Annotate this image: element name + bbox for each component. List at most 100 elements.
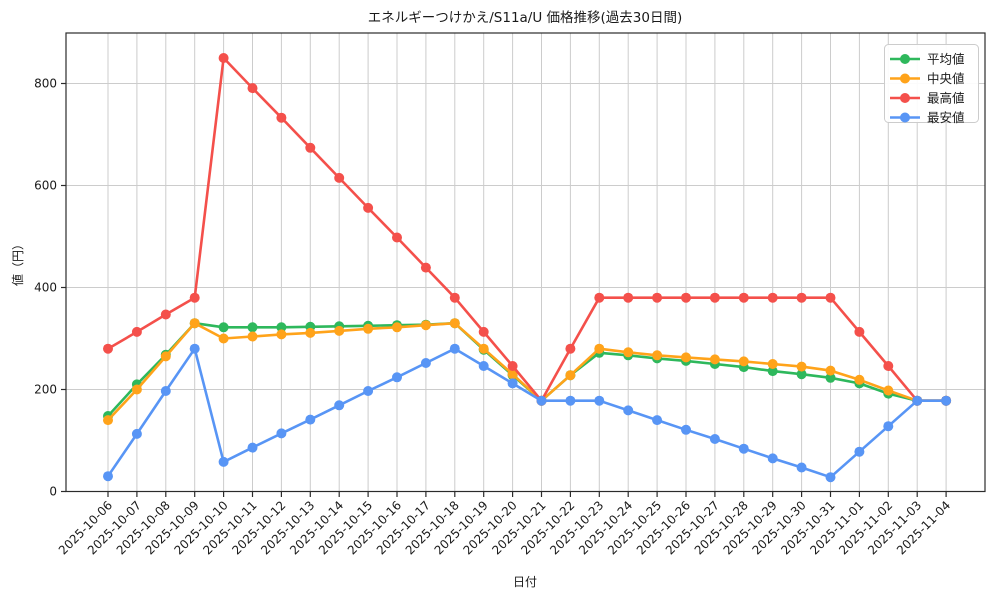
marker-min — [276, 428, 287, 439]
marker-median — [103, 415, 113, 426]
marker-max — [103, 343, 113, 354]
marker-min — [103, 471, 113, 482]
marker-max — [420, 262, 431, 273]
legend-item-median: 中央値 — [890, 71, 965, 86]
marker-min — [854, 446, 865, 457]
axes-spines — [65, 32, 986, 493]
marker-min — [623, 405, 634, 416]
marker-max — [507, 361, 518, 371]
marker-min — [912, 395, 923, 406]
marker-min — [883, 421, 894, 432]
marker-max — [189, 292, 200, 303]
marker-min — [131, 428, 142, 439]
marker-median — [420, 320, 431, 331]
chart-generated-content: 02004006008002025-10-062025-10-072025-10… — [34, 32, 986, 557]
marker-min — [738, 443, 749, 454]
marker-median — [796, 361, 807, 372]
marker-average — [276, 322, 287, 333]
marker-median — [594, 343, 605, 354]
series-line-min — [106, 347, 948, 479]
marker-median — [276, 329, 287, 340]
marker-max — [883, 361, 894, 371]
marker-max — [363, 202, 374, 213]
marker-median — [565, 370, 576, 381]
marker-median — [334, 325, 345, 336]
legend-item-max: 最高値 — [890, 90, 965, 105]
marker-min — [247, 442, 258, 453]
marker-max — [565, 343, 576, 354]
marker-median — [478, 343, 489, 354]
y-tick-label: 0 — [49, 485, 57, 499]
y-axis-label: 値（円） — [10, 238, 25, 286]
legend-box — [884, 44, 979, 123]
marker-max — [594, 292, 605, 303]
marker-max — [767, 292, 778, 303]
marker-median — [883, 385, 894, 396]
marker-median — [507, 369, 518, 380]
marker-min — [334, 400, 345, 411]
marker-min — [507, 378, 518, 389]
legend-label-max: 最高値 — [927, 90, 965, 105]
x-axis-label: 日付 — [513, 575, 537, 589]
marker-median — [623, 347, 634, 358]
legend-marker-median — [900, 73, 910, 84]
marker-median — [247, 331, 258, 342]
marker-median — [854, 374, 865, 385]
marker-max — [160, 309, 171, 320]
legend-marker-max — [900, 93, 910, 103]
marker-min — [218, 456, 229, 467]
marker-min — [825, 472, 836, 483]
marker-max — [305, 142, 316, 153]
marker-max — [854, 326, 865, 337]
marker-min — [420, 358, 431, 368]
marker-median — [218, 333, 229, 344]
plot-area — [66, 33, 985, 492]
marker-min — [189, 343, 200, 354]
marker-min — [449, 343, 460, 354]
y-tick-label: 600 — [34, 179, 57, 193]
marker-median — [738, 356, 749, 367]
marker-min — [305, 414, 316, 425]
marker-min — [594, 395, 605, 406]
marker-median — [449, 318, 460, 329]
marker-average — [825, 372, 836, 383]
marker-max — [681, 292, 691, 303]
marker-median — [305, 327, 316, 338]
marker-max — [825, 292, 836, 303]
legend-marker-min — [900, 112, 910, 123]
legend-label-average: 平均値 — [927, 51, 965, 66]
marker-median — [160, 351, 171, 362]
marker-max — [276, 112, 287, 123]
marker-max — [709, 292, 720, 303]
marker-min — [536, 395, 547, 406]
marker-max — [623, 292, 634, 303]
marker-min — [478, 361, 489, 371]
marker-median — [131, 384, 142, 395]
marker-min — [363, 386, 374, 396]
legend-marker-average — [900, 54, 910, 64]
marker-max — [796, 292, 807, 303]
marker-min — [709, 434, 720, 444]
marker-median — [363, 323, 374, 334]
marker-max — [218, 53, 229, 63]
marker-max — [478, 326, 489, 337]
marker-average — [247, 322, 258, 333]
marker-average — [218, 322, 229, 333]
legend-label-median: 中央値 — [927, 71, 965, 86]
marker-median — [709, 354, 720, 365]
marker-min — [796, 462, 807, 473]
marker-max — [738, 292, 749, 303]
marker-max — [131, 326, 142, 337]
marker-average — [767, 366, 778, 377]
marker-min — [681, 424, 691, 435]
marker-min — [160, 386, 171, 396]
marker-min — [565, 395, 576, 406]
y-tick-label: 800 — [34, 77, 57, 91]
marker-median — [825, 365, 836, 376]
legend-item-min: 最安値 — [890, 110, 965, 125]
marker-max — [247, 83, 258, 94]
legend-label-min: 最安値 — [927, 110, 965, 125]
